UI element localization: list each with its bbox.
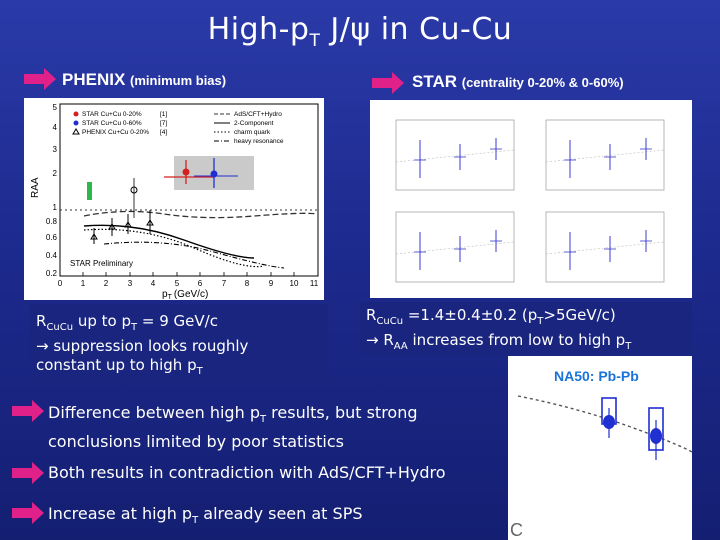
svg-text:5: 5 bbox=[175, 279, 180, 288]
svg-text:7: 7 bbox=[222, 279, 227, 288]
na50-plot: C bbox=[508, 356, 692, 540]
svg-text:[4]: [4] bbox=[160, 129, 167, 136]
svg-text:STAR Cu+Cu 0-20%: STAR Cu+Cu 0-20% bbox=[82, 111, 142, 118]
svg-text:5: 5 bbox=[53, 103, 58, 112]
arrow-right-icon bbox=[372, 72, 404, 94]
svg-text:4: 4 bbox=[151, 279, 156, 288]
svg-text:[7]: [7] bbox=[160, 120, 167, 127]
phenix-caption: RCuCu up to pT = 9 GeV/c → suppression l… bbox=[36, 312, 249, 377]
svg-text:heavy resonance: heavy resonance bbox=[234, 138, 284, 145]
svg-text:2: 2 bbox=[53, 169, 58, 178]
svg-text:STAR Preliminary: STAR Preliminary bbox=[70, 259, 133, 268]
phenix-raa-plot: 0.2 0.4 0.6 0.8 1 2 3 4 5 0 1 2 3 4 5 6 … bbox=[24, 98, 324, 300]
svg-text:2-Component: 2-Component bbox=[234, 120, 274, 127]
svg-text:3: 3 bbox=[53, 145, 58, 154]
star-raa-plots bbox=[370, 100, 692, 298]
svg-text:8: 8 bbox=[245, 279, 250, 288]
svg-text:C: C bbox=[510, 520, 523, 540]
svg-text:RAA: RAA bbox=[30, 177, 41, 198]
svg-text:1: 1 bbox=[81, 279, 86, 288]
svg-text:4: 4 bbox=[53, 123, 58, 132]
svg-text:STAR Cu+Cu 0-60%: STAR Cu+Cu 0-60% bbox=[82, 120, 142, 127]
bullet-3: Increase at high pT already seen at SPS bbox=[48, 504, 363, 527]
phenix-caption-box bbox=[30, 304, 328, 382]
svg-text:0.4: 0.4 bbox=[46, 251, 58, 260]
star-header: STAR (centrality 0-20% & 0-60%) bbox=[412, 72, 624, 91]
svg-text:1: 1 bbox=[53, 203, 58, 212]
svg-text:0: 0 bbox=[58, 279, 63, 288]
arrow-right-icon bbox=[12, 502, 44, 524]
arrow-icon: → bbox=[36, 337, 49, 355]
svg-text:PHENIX Cu+Cu 0-20%: PHENIX Cu+Cu 0-20% bbox=[82, 129, 149, 136]
svg-text:AdS/CFT+Hydro: AdS/CFT+Hydro bbox=[234, 111, 282, 118]
svg-text:3: 3 bbox=[128, 279, 133, 288]
svg-text:2: 2 bbox=[104, 279, 109, 288]
svg-text:10: 10 bbox=[290, 279, 299, 288]
arrow-right-icon bbox=[12, 462, 44, 484]
svg-text:11: 11 bbox=[310, 279, 319, 288]
svg-text:pT(GeV/c): pT (GeV/c) bbox=[162, 289, 208, 300]
arrow-right-icon bbox=[24, 68, 56, 90]
bullet-1: Difference between high pT results, but … bbox=[48, 403, 418, 452]
phenix-header: PHENIX (minimum bias) bbox=[62, 70, 227, 89]
svg-text:6: 6 bbox=[198, 279, 203, 288]
svg-text:0.6: 0.6 bbox=[46, 233, 58, 242]
slide-title: High-pT J/ψ in Cu-Cu bbox=[207, 12, 513, 51]
svg-text:[1]: [1] bbox=[160, 111, 167, 118]
star-caption-box bbox=[360, 302, 692, 354]
svg-text:charm quark: charm quark bbox=[234, 129, 271, 136]
na50-label: NA50: Pb-Pb bbox=[554, 368, 639, 384]
svg-text:0.8: 0.8 bbox=[46, 217, 58, 226]
arrow-right-icon bbox=[12, 400, 44, 422]
star-caption: RCuCu =1.4±0.4±0.2 (pT>5GeV/c) → RAA inc… bbox=[366, 306, 632, 352]
svg-text:9: 9 bbox=[269, 279, 274, 288]
bullet-2: Both results in contradiction with AdS/C… bbox=[48, 463, 446, 482]
arrow-icon: → bbox=[366, 331, 379, 349]
svg-text:0.2: 0.2 bbox=[46, 269, 58, 278]
